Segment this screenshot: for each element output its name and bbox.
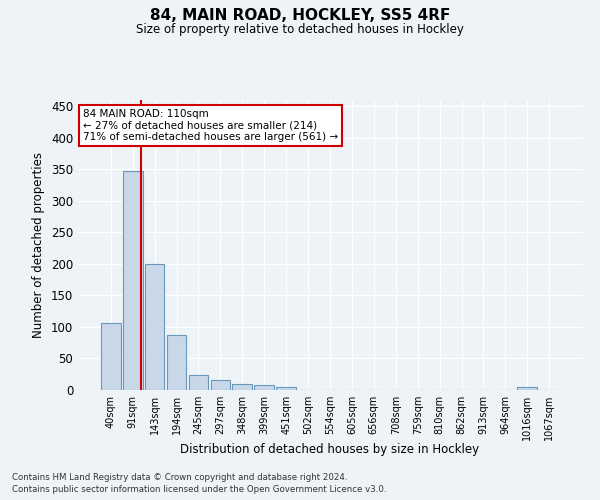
Bar xyxy=(232,384,252,390)
Bar xyxy=(188,375,208,390)
Bar xyxy=(123,171,143,390)
Text: Contains public sector information licensed under the Open Government Licence v3: Contains public sector information licen… xyxy=(12,485,386,494)
Bar xyxy=(101,322,121,390)
Bar xyxy=(254,385,274,390)
Text: Distribution of detached houses by size in Hockley: Distribution of detached houses by size … xyxy=(181,442,479,456)
Bar xyxy=(517,387,537,390)
Text: Contains HM Land Registry data © Crown copyright and database right 2024.: Contains HM Land Registry data © Crown c… xyxy=(12,472,347,482)
Bar xyxy=(276,387,296,390)
Text: 84 MAIN ROAD: 110sqm
← 27% of detached houses are smaller (214)
71% of semi-deta: 84 MAIN ROAD: 110sqm ← 27% of detached h… xyxy=(83,108,338,142)
Bar xyxy=(211,380,230,390)
Text: 84, MAIN ROAD, HOCKLEY, SS5 4RF: 84, MAIN ROAD, HOCKLEY, SS5 4RF xyxy=(150,8,450,22)
Y-axis label: Number of detached properties: Number of detached properties xyxy=(32,152,46,338)
Text: Size of property relative to detached houses in Hockley: Size of property relative to detached ho… xyxy=(136,22,464,36)
Bar xyxy=(145,264,164,390)
Bar xyxy=(167,334,187,390)
